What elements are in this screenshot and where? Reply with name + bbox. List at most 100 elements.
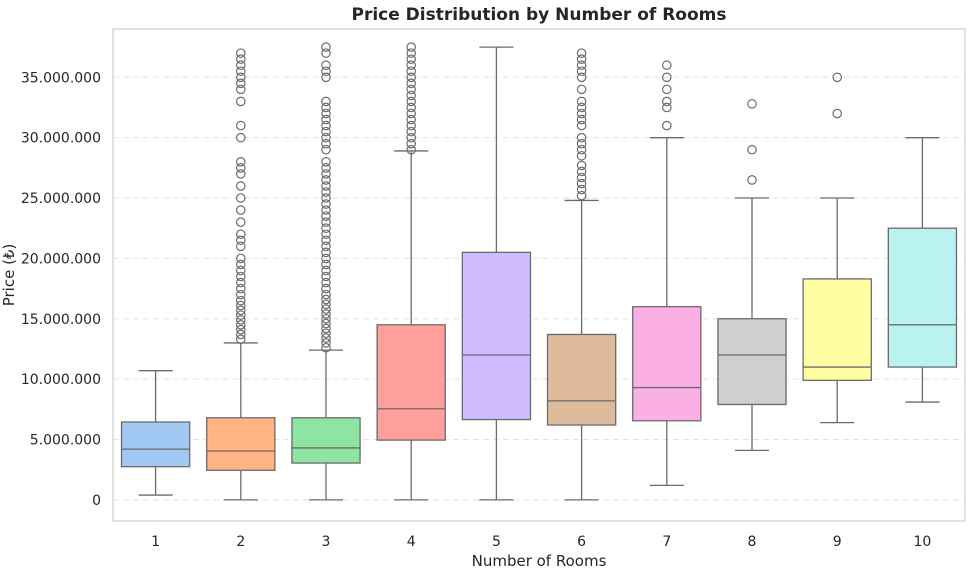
outlier-point [321,108,331,119]
outlier-point [321,42,331,52]
outlier-point [236,329,246,340]
outlier-point [832,72,842,83]
x-tick-label: 4 [407,534,416,550]
outlier-point [406,72,416,83]
outlier-point [321,342,331,353]
outlier-point [236,283,246,294]
box-iqr [376,324,446,441]
outlier-point [321,138,331,149]
box-iqr [461,251,532,421]
outlier-point [321,328,331,339]
outlier-point [321,205,331,215]
box-group [632,60,702,487]
outlier-point [576,48,587,58]
outlier-point [236,66,246,77]
outlier-point [321,120,331,131]
outlier-point [321,102,331,113]
outlier-point [576,166,587,177]
outlier-point [576,132,587,143]
outlier-point [321,199,331,209]
outlier-point [321,132,331,143]
outlier-point [236,132,246,143]
outlier-point [406,84,416,95]
outlier-point [236,271,246,282]
outlier-point [406,66,416,77]
outlier-point [321,323,331,334]
y-tick-label: 35.000.000 [21,70,101,86]
outlier-point [236,320,246,330]
box-iqr [717,318,787,406]
outlier-point [321,48,331,58]
outlier-point [576,150,587,161]
y-tick-label: 5.000.000 [30,433,101,449]
box-iqr [887,227,958,368]
outlier-point [576,160,587,171]
outlier-point [236,305,246,316]
outlier-point [661,120,672,131]
outlier-point [321,163,331,173]
box-group [291,42,361,501]
outlier-point [832,108,842,119]
outlier-point [236,181,246,191]
outlier-point [236,96,246,107]
outlier-point [747,144,757,155]
outlier-point [576,72,587,83]
x-tick-label: 1 [151,534,160,550]
outlier-point [321,72,331,83]
outlier-point [321,338,331,348]
outlier-point [406,54,416,64]
box-group [206,48,276,501]
outlier-point [406,120,416,131]
outlier-point [236,193,246,203]
outlier-point [576,190,587,201]
outlier-point [321,333,331,343]
x-axis-label: Number of Rooms [472,552,607,570]
outlier-point [236,265,246,276]
boxes-layer [120,42,958,501]
box-iqr [632,306,702,422]
outlier-point [321,187,331,197]
outlier-point [661,72,672,83]
box-group [461,46,532,501]
outlier-point [321,223,331,234]
outlier-point [321,235,331,246]
outlier-point [576,96,587,107]
outlier-point [576,54,587,64]
outlier-point [321,157,331,167]
outlier-point [747,99,757,109]
x-tick-label: 2 [236,534,245,550]
outlier-point [236,277,246,288]
outlier-point [321,169,331,179]
outlier-point [576,184,587,195]
outlier-point [236,289,246,300]
outlier-point [236,163,246,173]
outlier-point [321,217,331,227]
outlier-point [236,334,246,345]
box-group [887,137,958,403]
outlier-point [576,138,587,149]
outlier-point [576,144,587,155]
outlier-point [321,96,331,107]
outlier-point [406,96,416,107]
box-group [802,72,872,424]
outlier-point [321,175,331,185]
x-tick-label: 7 [662,534,671,550]
outlier-point [321,283,331,294]
outlier-point [321,313,331,324]
outlier-point [236,259,246,270]
outlier-point [236,315,246,325]
outlier-point [236,72,246,83]
x-tick-label: 6 [577,534,586,550]
outlier-point [236,48,246,58]
y-tick-labels: 0 5.000.000 10.000.000 15.000.000 20.000.000… [21,70,101,509]
outlier-point [406,42,416,52]
chart-title: Price Distribution by Number of Rooms [351,5,726,25]
outlier-point [321,277,331,288]
y-tick-label: 25.000.000 [21,191,101,207]
outlier-point [321,318,331,329]
outlier-point [321,114,331,125]
outlier-point [321,271,331,282]
outlier-point [661,96,672,107]
